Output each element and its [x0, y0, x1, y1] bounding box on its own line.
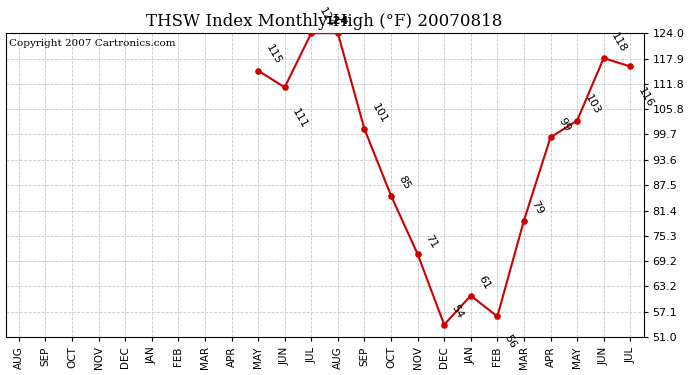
Point	[598, 55, 609, 61]
Text: Copyright 2007 Cartronics.com: Copyright 2007 Cartronics.com	[9, 39, 175, 48]
Text: 71: 71	[423, 232, 439, 250]
Point	[465, 292, 476, 298]
Text: 103: 103	[582, 93, 602, 117]
Point	[306, 30, 317, 36]
Text: 118: 118	[609, 31, 629, 54]
Text: 101: 101	[370, 102, 389, 125]
Text: 56: 56	[503, 333, 519, 350]
Point	[492, 314, 503, 320]
Text: 124: 124	[326, 16, 350, 26]
Point	[545, 134, 556, 140]
Text: 79: 79	[529, 199, 545, 216]
Point	[386, 193, 397, 199]
Point	[571, 118, 582, 124]
Text: 115: 115	[264, 43, 283, 66]
Text: 85: 85	[397, 174, 413, 192]
Text: 61: 61	[476, 274, 492, 291]
Point	[624, 63, 635, 69]
Title: THSW Index Monthly High (°F) 20070818: THSW Index Monthly High (°F) 20070818	[146, 13, 503, 30]
Point	[359, 126, 370, 132]
Text: 111: 111	[290, 107, 309, 130]
Text: 54: 54	[450, 303, 466, 321]
Point	[412, 251, 423, 257]
Text: 124: 124	[317, 6, 336, 29]
Text: 116: 116	[635, 86, 655, 109]
Text: 99: 99	[556, 116, 572, 133]
Point	[253, 68, 264, 74]
Point	[518, 217, 529, 223]
Point	[279, 84, 290, 90]
Point	[439, 322, 450, 328]
Point	[333, 30, 344, 36]
